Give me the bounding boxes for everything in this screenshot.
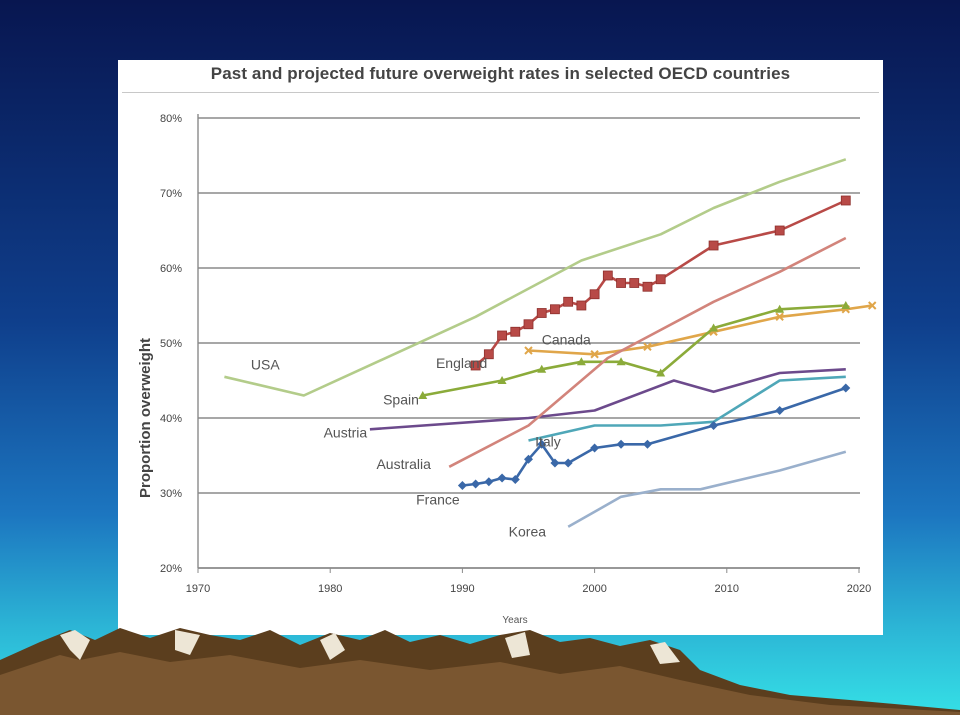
data-point-canada <box>868 301 877 310</box>
data-point-england <box>497 330 507 341</box>
data-point-france <box>590 443 600 453</box>
x-tick-label: 1980 <box>318 583 342 595</box>
series-line-france <box>462 386 847 487</box>
data-point-spain <box>841 301 851 309</box>
data-point-france <box>550 458 560 468</box>
data-point-france <box>616 439 626 449</box>
series-markers <box>418 195 877 490</box>
series-line-italy <box>528 375 846 442</box>
data-point-france <box>563 458 573 468</box>
x-tick-label: 2000 <box>582 583 606 595</box>
y-tick-label: 30% <box>160 488 182 500</box>
data-point-france <box>841 383 851 393</box>
data-point-spain <box>418 391 428 399</box>
data-point-england <box>576 300 587 311</box>
y-tick-label: 80% <box>160 113 182 125</box>
y-tick-label: 60% <box>160 263 182 275</box>
series-label-canada: Canada <box>542 332 591 348</box>
series-label-australia: Australia <box>376 456 431 472</box>
data-point-spain <box>656 368 666 377</box>
data-point-spain <box>709 323 719 332</box>
data-point-england <box>536 308 547 318</box>
data-point-france <box>642 439 652 449</box>
data-point-france <box>497 473 507 483</box>
y-tick-label: 50% <box>160 338 182 350</box>
data-point-england <box>629 278 640 288</box>
series-label-england: England <box>436 355 487 371</box>
data-point-spain <box>616 357 626 366</box>
x-tick-label: 2010 <box>715 583 739 595</box>
x-tick-label: 2020 <box>847 583 871 595</box>
data-point-canada <box>643 342 652 351</box>
data-point-france <box>537 439 547 449</box>
data-point-france <box>524 454 533 464</box>
data-point-canada <box>775 312 784 321</box>
chart-panel: Past and projected future overweight rat… <box>118 60 883 635</box>
series-labels: USA England Canada Spain Austria Australia Ita… <box>251 332 591 540</box>
data-point-england <box>616 278 626 288</box>
series-label-austria: Austria <box>324 425 368 441</box>
data-point-spain <box>576 357 586 366</box>
data-point-england <box>840 195 851 206</box>
chart-title: Past and projected future overweight rat… <box>210 64 791 83</box>
data-point-england <box>483 349 494 360</box>
mountain-range-decoration <box>0 628 960 715</box>
series-line-australia <box>448 236 847 468</box>
x-tick-label: 1990 <box>450 583 474 595</box>
series-label-italy: Italy <box>535 434 561 450</box>
data-point-spain <box>497 376 507 384</box>
data-point-england <box>523 319 534 330</box>
data-point-france <box>471 479 481 489</box>
title-divider <box>122 92 879 93</box>
series-label-spain: Spain <box>383 392 419 408</box>
data-point-england <box>563 296 574 307</box>
axes <box>197 114 860 573</box>
data-point-spain <box>537 364 547 373</box>
series-label-usa: USA <box>251 356 280 372</box>
y-tick-label: 20% <box>160 563 182 575</box>
data-point-england <box>708 240 719 251</box>
grid-lines <box>198 117 860 569</box>
line-chart: USA England Canada Spain Austria Australia Ita… <box>137 113 877 626</box>
x-tick-label: 1970 <box>186 583 210 595</box>
data-point-spain <box>775 304 785 313</box>
series-label-korea: Korea <box>509 524 547 540</box>
series-line-korea <box>567 450 847 528</box>
data-point-england <box>642 281 653 292</box>
data-point-england <box>602 270 613 281</box>
data-point-england <box>589 289 600 300</box>
series-label-france: France <box>416 491 460 507</box>
y-tick-label: 70% <box>160 188 182 200</box>
data-point-england <box>655 274 666 285</box>
data-point-england <box>774 225 785 236</box>
data-point-england <box>510 326 521 337</box>
data-point-france <box>484 477 494 487</box>
data-point-france <box>775 406 785 415</box>
data-point-canada <box>590 350 599 359</box>
data-point-france <box>457 481 467 490</box>
y-axis-label: Proportion overweight <box>137 338 154 498</box>
data-point-canada <box>524 346 533 355</box>
data-point-france <box>510 475 520 484</box>
data-point-france <box>709 421 719 430</box>
x-axis-label: Years <box>502 615 527 626</box>
data-point-england <box>550 304 560 315</box>
data-point-england <box>470 360 481 371</box>
series-line-austria <box>369 368 846 431</box>
y-tick-label: 40% <box>160 413 182 425</box>
tick-labels: 20% 30% 40% 50% 60% 70% 80% 1970 1980 1990 2000 201… <box>160 113 871 595</box>
series-line-usa <box>224 158 847 397</box>
